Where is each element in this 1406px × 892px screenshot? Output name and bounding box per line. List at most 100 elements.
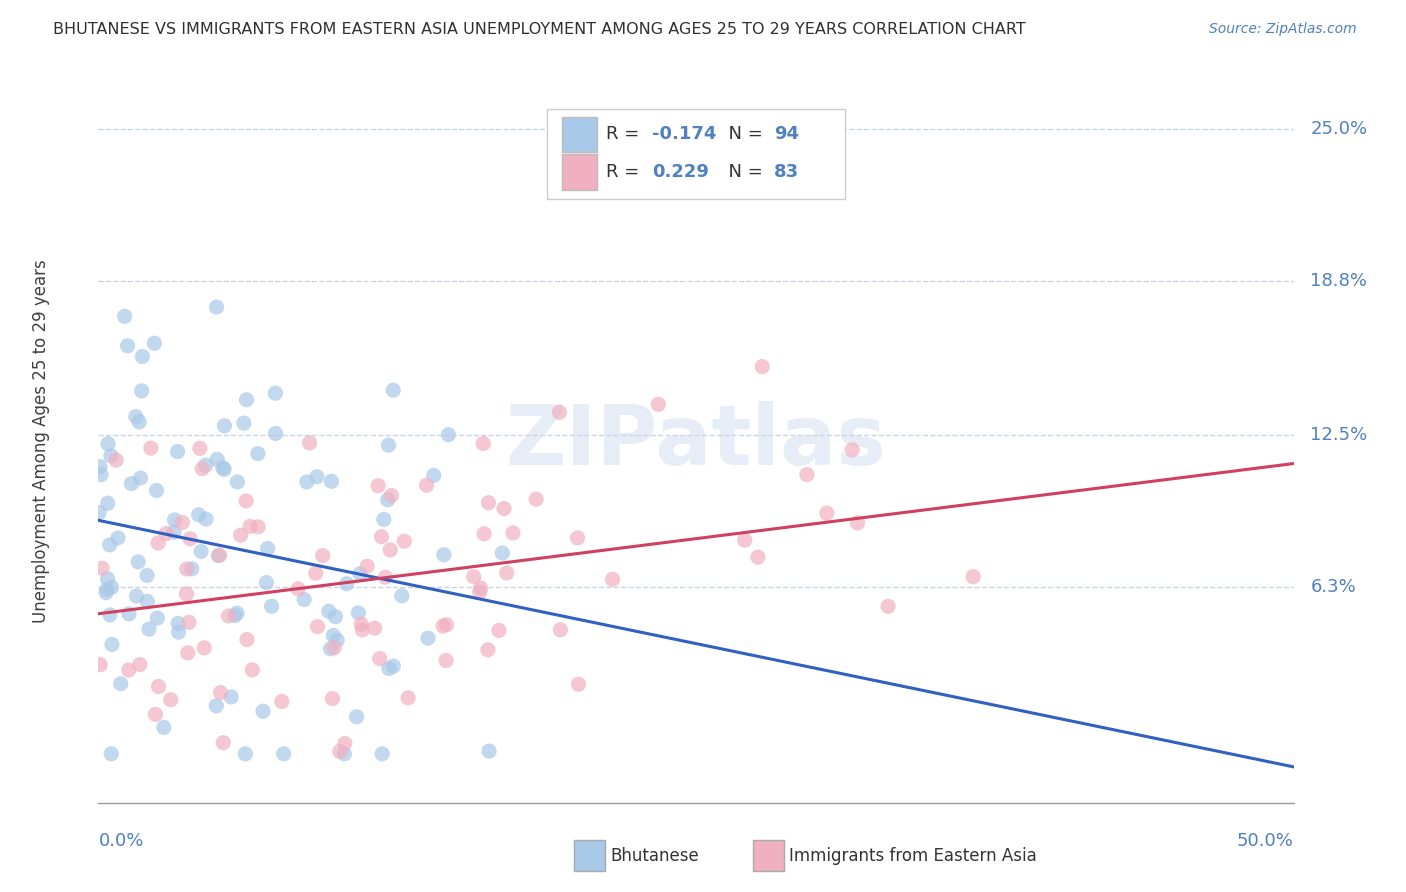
Point	[374, 570, 396, 584]
Point	[346, 710, 368, 724]
Point	[371, 747, 394, 761]
FancyBboxPatch shape	[574, 840, 605, 871]
Point	[177, 615, 200, 630]
Text: 94: 94	[773, 126, 799, 144]
Point	[434, 653, 457, 667]
Point	[163, 513, 186, 527]
Point	[318, 604, 340, 618]
Point	[125, 589, 148, 603]
Point	[159, 692, 181, 706]
Point	[128, 415, 150, 429]
Point	[105, 453, 128, 467]
Point	[195, 512, 218, 526]
Text: 12.5%: 12.5%	[1310, 426, 1368, 444]
Point	[260, 599, 283, 614]
Point	[352, 623, 374, 637]
Text: N =: N =	[717, 163, 769, 181]
Point	[347, 606, 370, 620]
Text: 18.8%: 18.8%	[1310, 272, 1367, 290]
Point	[97, 436, 120, 450]
Text: Source: ZipAtlas.com: Source: ZipAtlas.com	[1209, 22, 1357, 37]
Point	[321, 475, 343, 489]
Point	[212, 736, 235, 750]
Point	[176, 587, 198, 601]
Point	[305, 566, 328, 581]
Point	[146, 536, 169, 550]
Point	[380, 489, 402, 503]
Point	[129, 657, 152, 672]
Point	[100, 581, 122, 595]
Point	[312, 549, 335, 563]
Point	[477, 496, 499, 510]
Point	[224, 608, 246, 623]
Point	[136, 594, 159, 608]
Point	[796, 467, 818, 482]
Point	[209, 685, 232, 699]
Point	[524, 492, 547, 507]
Point	[373, 512, 395, 526]
Point	[101, 637, 124, 651]
Point	[107, 531, 129, 545]
FancyBboxPatch shape	[547, 109, 845, 200]
Text: BHUTANESE VS IMMIGRANTS FROM EASTERN ASIA UNEMPLOYMENT AMONG AGES 25 TO 29 YEARS: BHUTANESE VS IMMIGRANTS FROM EASTERN ASI…	[53, 22, 1026, 37]
Point	[236, 632, 259, 647]
Point	[252, 704, 274, 718]
Point	[319, 641, 342, 656]
Point	[239, 519, 262, 533]
Point	[463, 570, 485, 584]
Point	[368, 651, 391, 665]
Point	[751, 359, 773, 374]
Point	[155, 526, 177, 541]
Point	[437, 427, 460, 442]
Point	[179, 532, 201, 546]
Point	[468, 585, 491, 599]
Point	[193, 640, 215, 655]
Point	[98, 607, 121, 622]
Point	[212, 462, 235, 476]
Point	[233, 747, 256, 761]
Point	[349, 566, 371, 581]
Point	[363, 621, 385, 635]
Point	[322, 628, 344, 642]
Point	[226, 606, 249, 620]
Point	[194, 458, 217, 473]
Point	[96, 582, 118, 597]
Point	[846, 516, 869, 530]
Point	[205, 300, 228, 314]
Point	[110, 676, 132, 690]
Point	[146, 611, 169, 625]
Point	[273, 747, 295, 761]
Point	[232, 416, 254, 430]
Point	[422, 468, 444, 483]
Point	[647, 397, 669, 411]
Point	[148, 680, 170, 694]
Text: 50.0%: 50.0%	[1237, 832, 1294, 850]
Point	[380, 543, 402, 558]
Point	[180, 562, 202, 576]
Point	[166, 444, 188, 458]
Text: Immigrants from Eastern Asia: Immigrants from Eastern Asia	[789, 847, 1038, 864]
Point	[117, 339, 139, 353]
Point	[295, 475, 318, 489]
Text: 25.0%: 25.0%	[1310, 120, 1368, 138]
Point	[502, 525, 524, 540]
Point	[143, 336, 166, 351]
Point	[214, 418, 236, 433]
Point	[491, 546, 513, 560]
Point	[377, 438, 399, 452]
Point	[488, 624, 510, 638]
Point	[492, 501, 515, 516]
Point	[89, 459, 111, 474]
Point	[356, 559, 378, 574]
Text: -0.174: -0.174	[652, 126, 716, 144]
Point	[472, 526, 495, 541]
Point	[205, 698, 228, 713]
Point	[167, 616, 190, 631]
Point	[436, 617, 458, 632]
Point	[235, 494, 257, 508]
Point	[172, 516, 194, 530]
Point	[478, 744, 501, 758]
Point	[336, 576, 359, 591]
Point	[377, 492, 399, 507]
Point	[333, 747, 356, 761]
